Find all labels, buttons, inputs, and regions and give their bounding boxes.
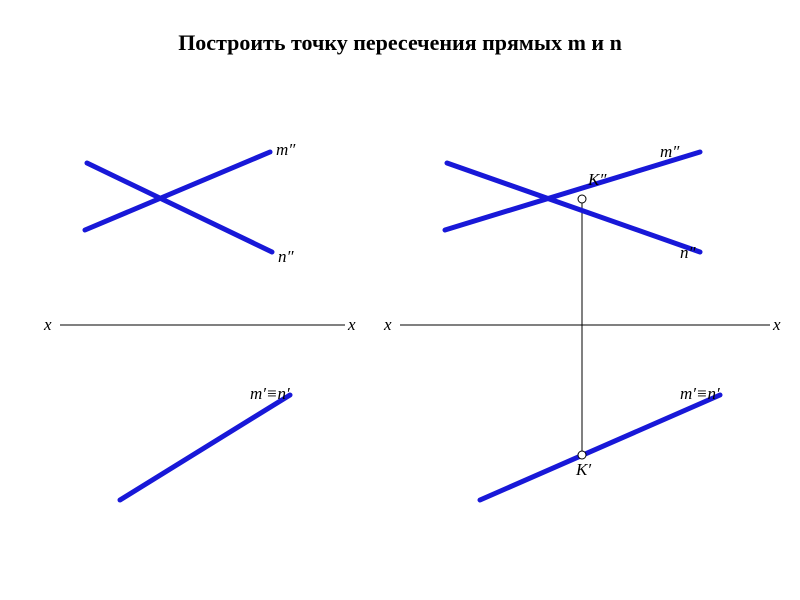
point-k2	[578, 195, 586, 203]
left-line-m2	[85, 152, 270, 230]
left-axis-label-l: x	[44, 315, 52, 335]
left-line-n2	[87, 163, 272, 252]
right-label-mn1: m′≡n′	[680, 384, 720, 404]
right-axis-label-r: x	[773, 315, 781, 335]
right-line-mn1	[480, 395, 720, 500]
left-label-n2: n″	[278, 247, 294, 267]
left-label-mn1: m′≡n′	[250, 384, 290, 404]
left-line-mn1	[120, 395, 290, 500]
right-label-m2: m″	[660, 142, 679, 162]
right-label-k2: K″	[588, 170, 606, 190]
diagram-svg	[0, 0, 800, 600]
right-label-n2: n″	[680, 243, 696, 263]
point-k1	[578, 451, 586, 459]
right-line-n2	[447, 163, 700, 252]
right-axis-label-l: x	[384, 315, 392, 335]
left-axis-label-r: x	[348, 315, 356, 335]
right-label-k1: K′	[576, 460, 591, 480]
right-line-m2	[445, 152, 700, 230]
left-label-m2: m″	[276, 140, 295, 160]
